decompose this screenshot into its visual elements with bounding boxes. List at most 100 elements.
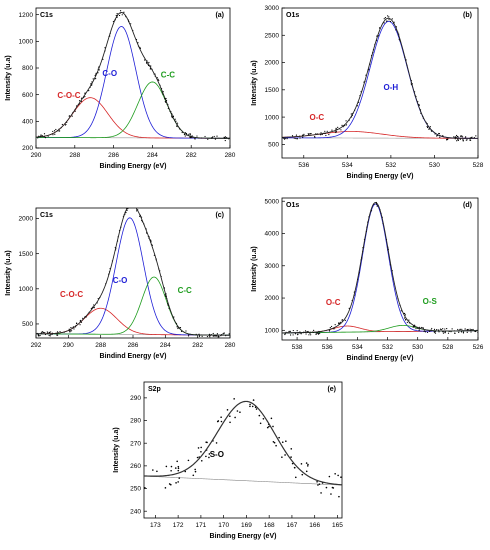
- data-point: [404, 314, 407, 316]
- x-tick-label: 169: [241, 522, 252, 529]
- peak-annotation: C-O-C: [57, 91, 80, 100]
- data-point: [79, 324, 81, 326]
- data-point: [176, 460, 178, 463]
- data-point: [249, 405, 251, 408]
- data-point: [95, 78, 97, 80]
- data-point: [76, 322, 78, 324]
- envelope-curve: [144, 400, 342, 486]
- data-point: [388, 16, 390, 18]
- data-point: [446, 327, 448, 330]
- data-point: [174, 467, 177, 469]
- data-point: [130, 23, 132, 25]
- data-point: [438, 331, 440, 333]
- data-point: [283, 137, 285, 139]
- data-point: [212, 332, 214, 335]
- data-point: [320, 132, 322, 134]
- component-peak-curve: [36, 276, 230, 336]
- data-point: [192, 474, 195, 477]
- data-point: [444, 328, 446, 330]
- data-point: [249, 403, 251, 406]
- plot-frame: [35, 207, 231, 339]
- data-point: [330, 325, 333, 328]
- y-tick-label: 500: [22, 321, 33, 328]
- data-point: [384, 17, 387, 19]
- data-point: [339, 321, 341, 323]
- data-point: [334, 324, 336, 326]
- data-point: [212, 136, 214, 138]
- x-tick-label: 172: [173, 522, 184, 529]
- x-tick-label: 170: [218, 522, 229, 529]
- data-point: [420, 326, 422, 329]
- y-tick-label: 400: [22, 119, 33, 126]
- data-point: [466, 329, 468, 331]
- data-point: [56, 334, 58, 336]
- x-tick-label: 534: [352, 344, 363, 351]
- y-tick-label: 2000: [19, 216, 34, 223]
- data-point: [308, 334, 310, 336]
- data-point: [344, 319, 346, 321]
- data-point: [300, 333, 302, 335]
- chart-panel-4: 538 536 534 532 530 528 526 1000 2000 3000 4000 500…: [251, 197, 484, 362]
- plot-area: [282, 15, 478, 142]
- data-point: [251, 405, 254, 408]
- data-point: [40, 134, 42, 136]
- data-point: [309, 332, 311, 334]
- data-point: [226, 409, 229, 411]
- data-point: [178, 477, 181, 479]
- data-point: [71, 115, 73, 117]
- y-tick-label: 270: [130, 440, 141, 447]
- data-point: [270, 417, 273, 420]
- data-point: [458, 331, 460, 333]
- data-point: [88, 90, 90, 92]
- data-point: [79, 319, 81, 322]
- data-point: [148, 61, 150, 64]
- y-tick-label: 1000: [19, 286, 34, 293]
- data-point: [345, 124, 348, 126]
- data-point: [266, 426, 269, 429]
- data-point: [477, 331, 478, 333]
- x-tick-label: 165: [332, 522, 343, 529]
- y-axis-label: Intensity (u.a): [5, 55, 12, 101]
- panel-label: (b): [463, 12, 472, 19]
- data-point: [37, 334, 39, 336]
- data-point: [290, 448, 293, 450]
- data-point: [42, 331, 44, 334]
- data-point: [328, 133, 330, 136]
- data-point: [456, 140, 458, 142]
- data-point: [447, 332, 450, 334]
- data-point: [460, 135, 462, 138]
- data-point: [92, 78, 94, 80]
- data-point: [158, 79, 160, 82]
- data-point: [119, 10, 122, 12]
- data-point: [187, 459, 190, 462]
- y-tick-label: 1000: [19, 39, 34, 46]
- data-point: [305, 333, 307, 335]
- y-tick-label: 200: [22, 145, 33, 152]
- data-point: [302, 136, 304, 138]
- x-tick-label: 282: [192, 342, 203, 349]
- data-point: [136, 210, 138, 212]
- data-point: [406, 321, 408, 323]
- data-point: [215, 442, 218, 444]
- data-point: [208, 456, 210, 459]
- data-point: [415, 328, 417, 330]
- data-point: [426, 125, 428, 128]
- data-point: [216, 333, 218, 335]
- data-point: [325, 486, 328, 489]
- data-point: [335, 130, 337, 132]
- data-point: [447, 138, 449, 140]
- data-point: [216, 335, 218, 337]
- data-point: [44, 331, 46, 334]
- data-point: [170, 469, 172, 472]
- data-point: [475, 135, 477, 137]
- data-point: [170, 483, 172, 486]
- data-point: [206, 335, 209, 338]
- data-point: [194, 137, 196, 139]
- data-point: [428, 128, 430, 130]
- data-point: [130, 205, 131, 206]
- x-tick-label: 166: [309, 522, 320, 529]
- plot-frame: [281, 7, 479, 159]
- x-tick-label: 284: [160, 342, 171, 349]
- data-point: [206, 441, 208, 444]
